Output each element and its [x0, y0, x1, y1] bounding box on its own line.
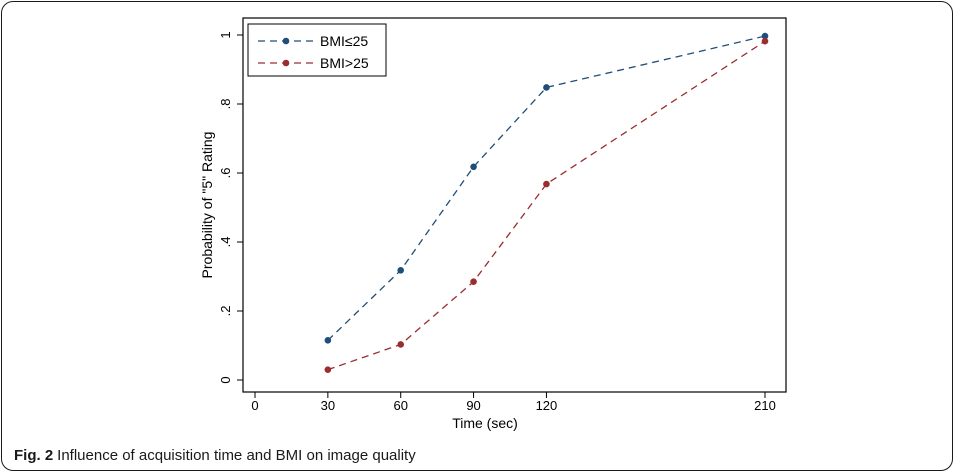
data-point [397, 266, 405, 274]
y-tick-label: 1 [218, 31, 233, 38]
x-tick-label: 210 [754, 398, 776, 413]
data-point [761, 37, 769, 45]
y-tick-label: .4 [218, 237, 233, 248]
y-tick-label: 0 [218, 376, 233, 383]
data-point [397, 341, 405, 348]
series-group [324, 32, 769, 373]
legend: BMI≤25 BMI>25 [247, 23, 387, 77]
legend-box [247, 23, 387, 77]
legend-label: BMI>25 [320, 55, 369, 71]
data-point [324, 337, 332, 344]
x-tick-label: 30 [321, 398, 335, 413]
series-line [327, 35, 766, 341]
data-point [470, 163, 477, 171]
data-point [470, 278, 477, 285]
data-point [761, 32, 769, 40]
axes: 0 .2 .4 .6 .8 1 0 30 60 90 120 210 [218, 17, 787, 413]
x-tick-label: 90 [466, 398, 480, 413]
data-point [324, 366, 332, 373]
legend-label: BMI≤25 [320, 33, 368, 49]
data-point [543, 84, 550, 91]
legend-swatch-marker [282, 37, 290, 45]
caption-text: Influence of acquisition time and BMI on… [57, 447, 416, 464]
plot-area [242, 17, 787, 393]
figure-caption: Fig. 2 Influence of acquisition time and … [14, 447, 416, 464]
data-point [543, 180, 550, 188]
x-tick-label: 60 [393, 398, 407, 413]
y-tick-label: .6 [218, 168, 233, 179]
y-tick-label: .2 [218, 306, 233, 317]
y-axis-title: Probability of "5" Rating [199, 132, 215, 279]
caption-label: Fig. 2 [14, 447, 54, 464]
x-tick-label: 0 [251, 398, 258, 413]
y-tick-label: .8 [218, 99, 233, 110]
x-tick-label: 120 [536, 398, 558, 413]
legend-swatch-marker [282, 59, 290, 67]
x-axis-title: Time (sec) [452, 415, 518, 431]
